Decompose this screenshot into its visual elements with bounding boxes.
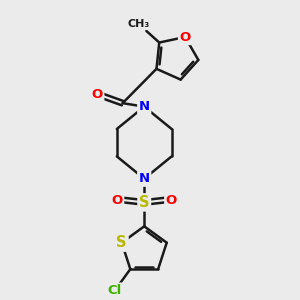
Text: N: N bbox=[139, 100, 150, 113]
Text: S: S bbox=[139, 195, 149, 210]
Text: O: O bbox=[92, 88, 103, 101]
Text: S: S bbox=[116, 235, 127, 250]
Text: O: O bbox=[166, 194, 177, 207]
Text: Cl: Cl bbox=[108, 284, 122, 297]
Text: N: N bbox=[139, 172, 150, 185]
Text: CH₃: CH₃ bbox=[127, 19, 149, 28]
Text: O: O bbox=[112, 194, 123, 207]
Text: O: O bbox=[179, 31, 191, 44]
